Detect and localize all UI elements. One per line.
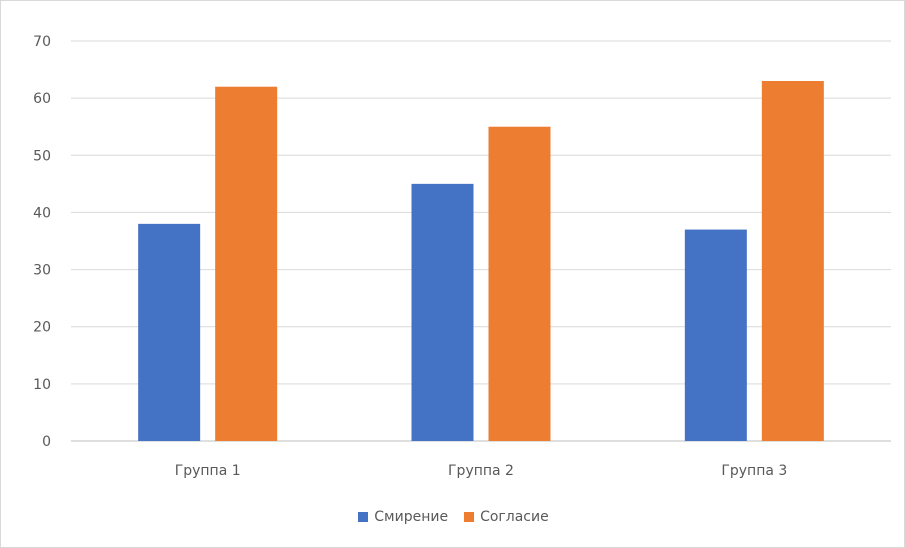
bar-chart: 0 10 20 30 40 50 60 70 Группа 1 Группа 2 Группа 3 (33, 34, 891, 479)
y-tick-label: 50 (33, 148, 51, 164)
bar-series-1-category-3 (684, 229, 747, 441)
chart-legend: Смирение Согласие (1, 509, 905, 525)
x-tick-label: Группа 2 (448, 463, 514, 479)
y-tick-label: 40 (33, 205, 51, 221)
bar-series-2-category-2 (488, 126, 551, 441)
bar-series-2-category-3 (761, 81, 824, 441)
bar-series-2-category-1 (215, 86, 278, 441)
legend-swatch-series-1 (358, 512, 369, 522)
x-tick-label: Группа 3 (721, 463, 787, 479)
legend-item-series-1: Смирение (358, 509, 448, 525)
legend-swatch-series-2 (464, 512, 475, 522)
bar-series-1-category-1 (138, 223, 201, 441)
y-tick-label: 70 (33, 34, 51, 50)
y-tick-label: 30 (33, 263, 51, 279)
legend-label-series-1: Смирение (374, 509, 449, 525)
y-tick-label: 20 (33, 320, 51, 336)
y-tick-label: 0 (42, 434, 51, 450)
x-tick-label: Группа 1 (175, 463, 241, 479)
legend-item-series-2: Согласие (464, 509, 549, 525)
y-tick-label: 60 (33, 91, 51, 107)
bar-series-1-category-2 (411, 183, 474, 441)
legend-label-series-2: Согласие (480, 509, 549, 525)
y-tick-label: 10 (33, 377, 51, 393)
